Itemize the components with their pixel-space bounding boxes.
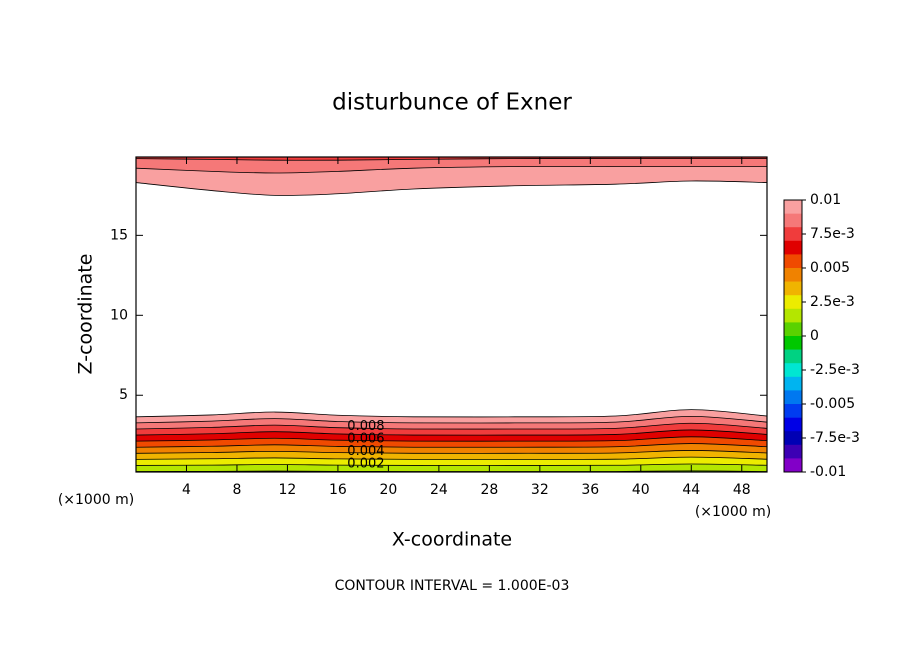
x-tick-label: 44	[682, 482, 700, 498]
colorbar-band	[784, 363, 802, 378]
x-tick-label: 12	[279, 482, 297, 498]
contour-line	[136, 166, 767, 174]
colorbar-tick-label: -2.5e-3	[810, 362, 860, 378]
x-unit: (×1000 m)	[695, 504, 771, 520]
x-tick-label: 36	[581, 482, 599, 498]
colorbar-band	[784, 417, 802, 432]
colorbar-band	[784, 268, 802, 282]
contour-label: 0.008	[347, 419, 384, 434]
colorbar-band	[784, 390, 802, 405]
colorbar-band	[784, 213, 802, 228]
footer: CONTOUR INTERVAL = 1.000E-03	[335, 578, 570, 594]
y-tick-label: 5	[119, 387, 128, 403]
colorbar-band	[784, 431, 802, 446]
colorbar-band	[784, 376, 802, 391]
x-axis-label: X-coordinate	[392, 529, 512, 551]
y-tick-label: 15	[110, 227, 128, 243]
x-tick-label: 16	[329, 482, 347, 498]
colorbar-tick-label: -7.5e-3	[810, 430, 860, 446]
chart-title: disturbunce of Exner	[332, 90, 572, 116]
colorbar-band	[784, 336, 802, 350]
contour-line	[136, 456, 767, 460]
contour-line	[136, 443, 767, 448]
y-unit: (×1000 m)	[58, 492, 134, 508]
colorbar-band	[784, 444, 802, 459]
contour-line	[136, 409, 767, 418]
y-axis-label: Z-coordinate	[75, 254, 97, 375]
plot-frame	[135, 156, 768, 473]
contour-line	[136, 415, 767, 424]
contour-line	[136, 429, 767, 436]
colorbar-band	[784, 308, 802, 323]
colorbar-tick-label: 0.01	[810, 192, 841, 208]
x-tick-label: 8	[232, 482, 241, 498]
colorbar-band	[784, 458, 802, 473]
colorbar-band	[784, 322, 802, 337]
colorbar-band	[784, 404, 802, 418]
contour-band	[136, 157, 767, 161]
colorbar-tick-label: 0	[810, 328, 819, 344]
contour-line	[136, 158, 767, 161]
x-tick-label: 40	[632, 482, 650, 498]
contour-band	[136, 464, 767, 472]
contour-line	[136, 422, 767, 430]
contour-line	[136, 463, 767, 466]
colorbar-band	[784, 281, 802, 296]
colorbar-band	[784, 295, 802, 310]
colorbar-tick-label: 0.005	[810, 260, 850, 276]
contour-band	[136, 157, 767, 173]
contour-line	[136, 450, 767, 454]
colorbar-tick-label: -0.005	[810, 396, 855, 412]
x-tick-label: 32	[531, 482, 549, 498]
contour-label: 0.004	[347, 444, 384, 459]
colorbar-band	[784, 240, 802, 255]
colorbar-band	[784, 227, 802, 242]
colorbar-band	[784, 349, 802, 364]
x-tick-label: 4	[182, 482, 191, 498]
x-tick-label: 24	[430, 482, 448, 498]
contour-label: 0.006	[347, 432, 384, 447]
contour-label: 0.002	[347, 457, 384, 472]
colorbar-tick-label: 2.5e-3	[810, 294, 855, 310]
colorbar: 0.01 7.5e-3 0.005 2.5e-3 0 -2.5e-3 -0.005 -7.5e…	[783, 192, 860, 480]
colorbar-band	[784, 200, 802, 214]
contour-line	[136, 436, 767, 442]
colorbar-band	[784, 254, 802, 269]
colorbar-tick-label: 7.5e-3	[810, 226, 855, 242]
y-tick-label: 10	[110, 307, 128, 323]
x-tick-label: 48	[733, 482, 751, 498]
colorbar-tick-label: -0.01	[810, 464, 846, 480]
x-tick-label: 20	[379, 482, 397, 498]
x-tick-label: 28	[480, 482, 498, 498]
contour-line	[136, 180, 767, 196]
